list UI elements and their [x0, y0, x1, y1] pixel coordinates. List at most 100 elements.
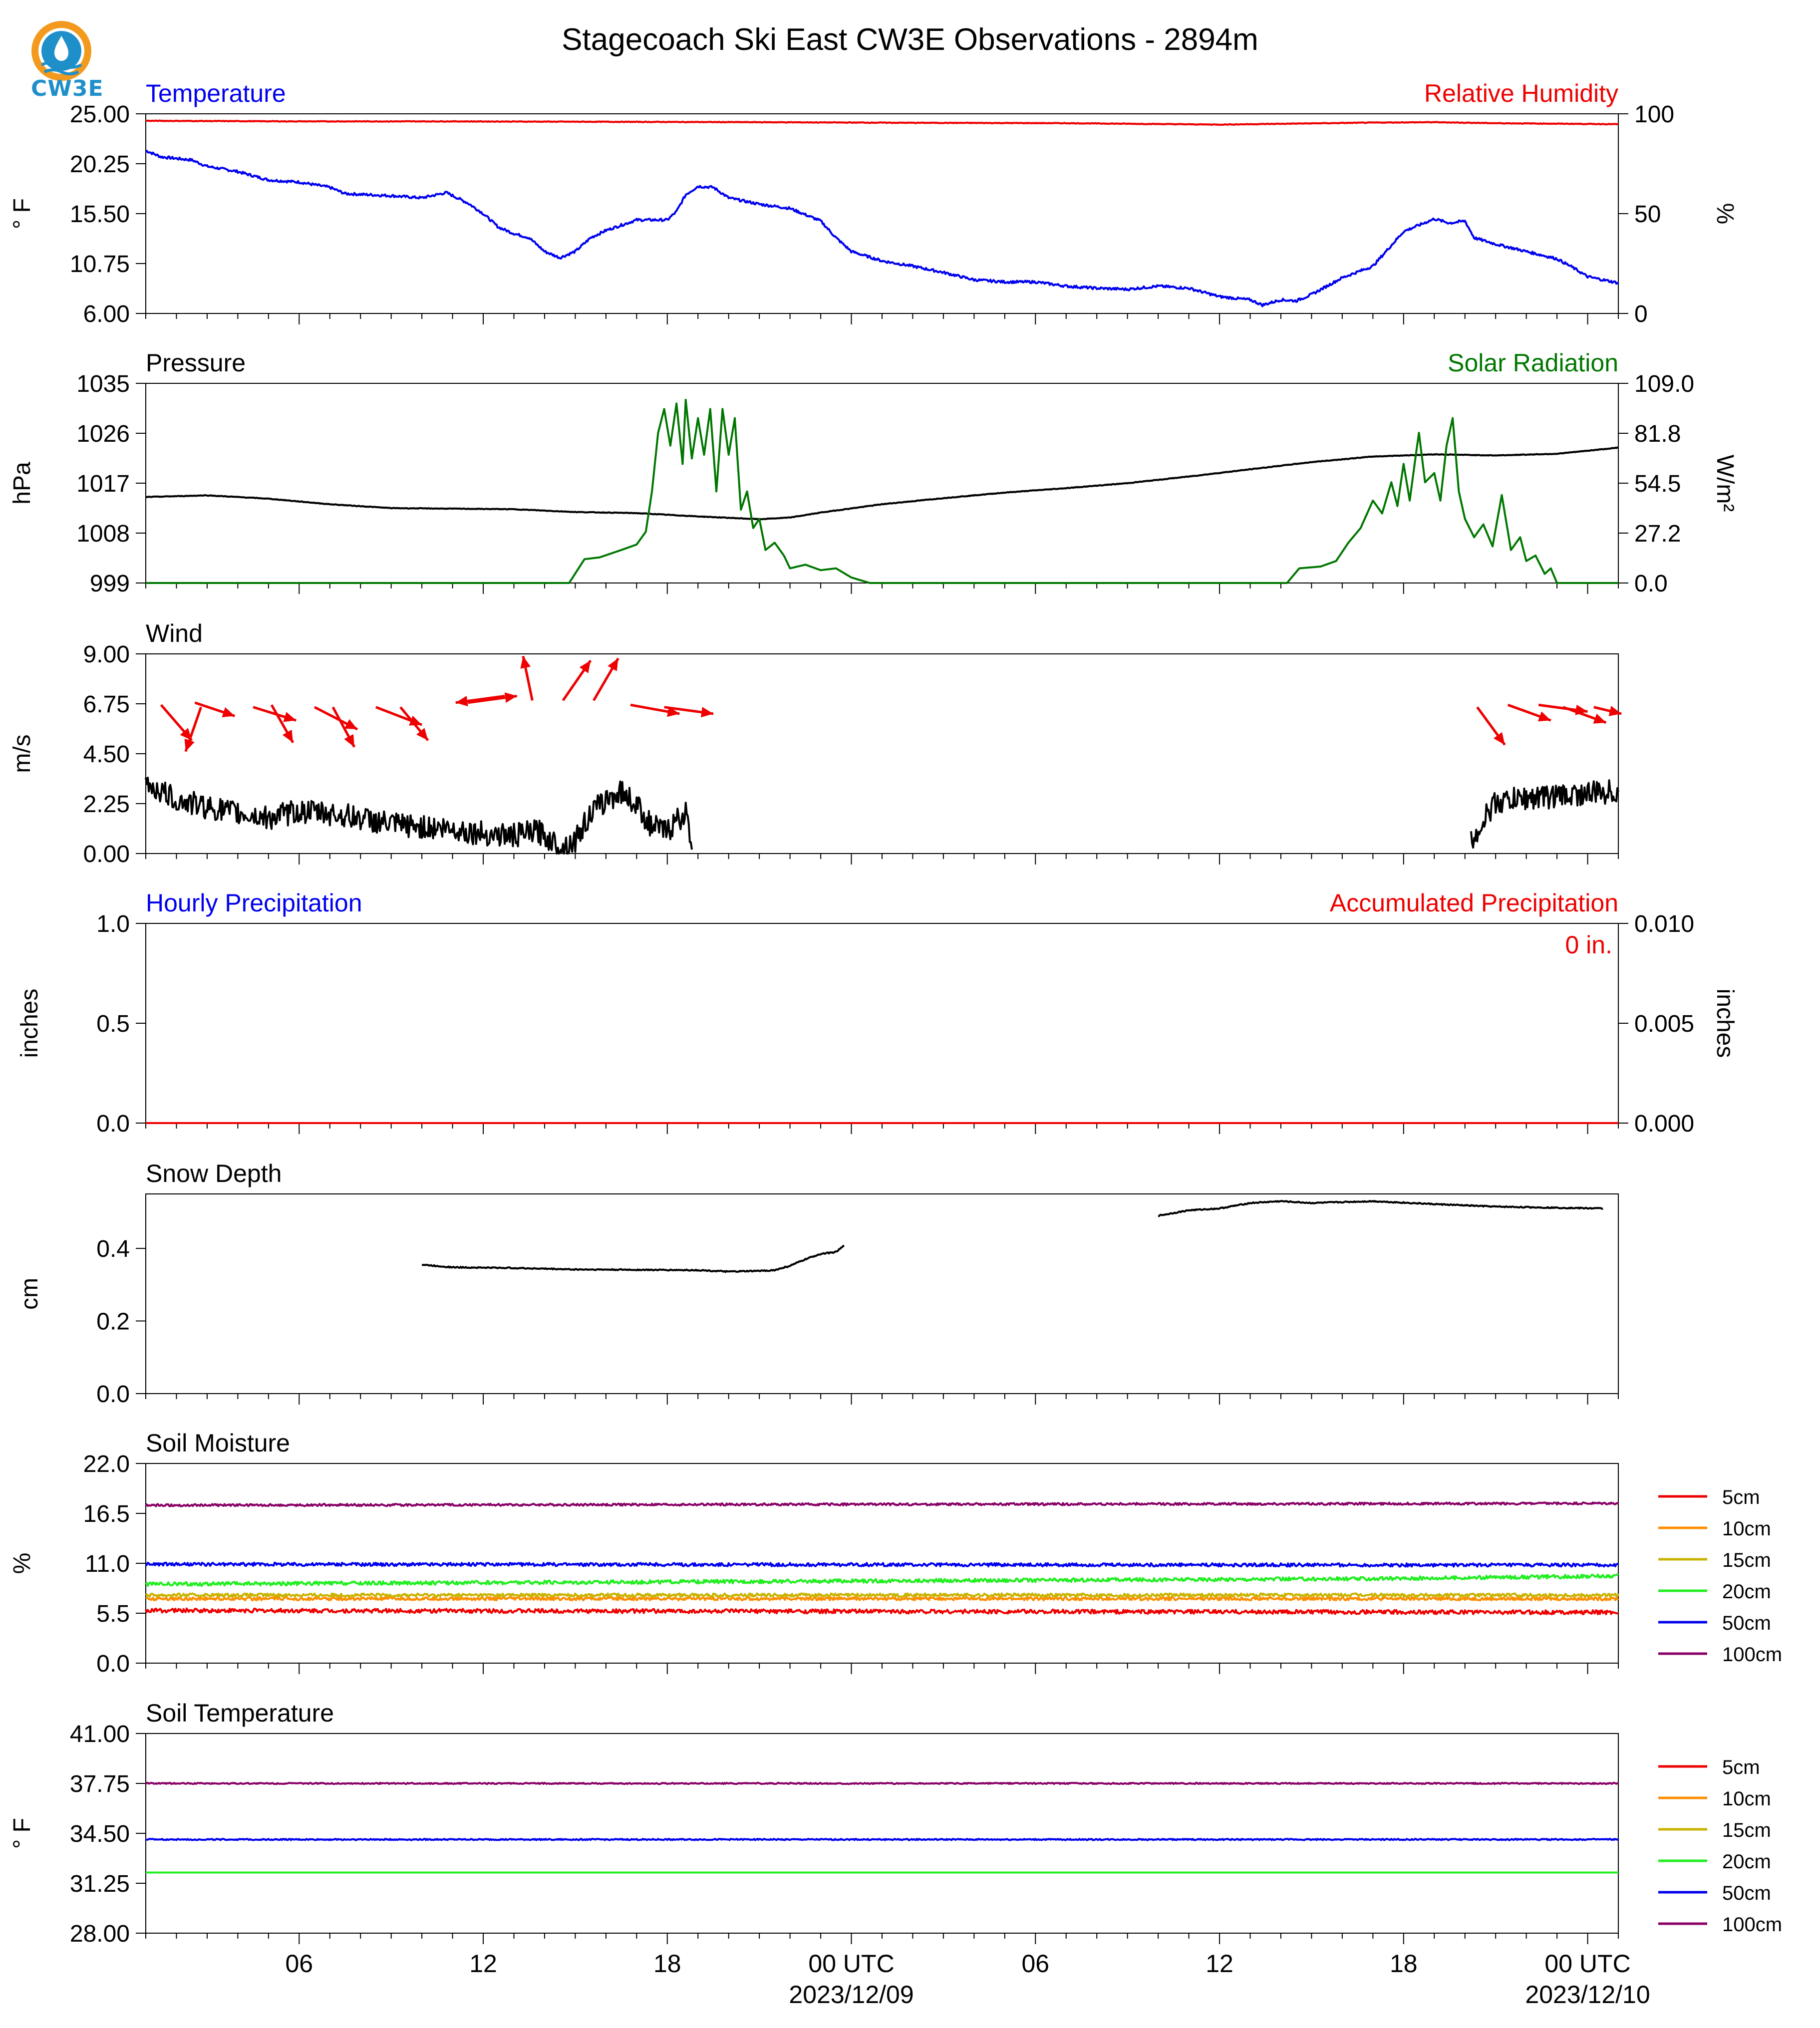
panel-title-left: Soil Temperature	[146, 1699, 334, 1727]
series-line-50cm	[145, 1561, 1619, 1568]
wind-arrow-head	[222, 707, 235, 717]
y-tick-label-right: 81.8	[1634, 421, 1681, 447]
y-tick-label: 0.5	[96, 1011, 130, 1037]
wind-arrow-head	[1608, 706, 1622, 716]
legend-item: 50cm	[1658, 1882, 1771, 1904]
y-tick-label: 0.0	[96, 1111, 130, 1137]
wind-arrow-head	[504, 692, 517, 703]
legend-item: 10cm	[1658, 1788, 1771, 1810]
cw3e-logo	[22, 15, 102, 105]
wind-arrow-head	[1494, 732, 1505, 745]
legend-item: 10cm	[1658, 1518, 1771, 1540]
y-tick-label: 34.50	[70, 1821, 130, 1847]
legend-label: 10cm	[1722, 1518, 1771, 1540]
legend-label: 10cm	[1722, 1788, 1771, 1810]
plot-frame	[145, 1733, 1619, 1934]
y-tick-label: 1035	[76, 371, 130, 397]
y-tick-label-right: 109.0	[1634, 371, 1694, 397]
legend-label: 5cm	[1722, 1486, 1760, 1508]
x-tick-label: 00 UTC	[1544, 1950, 1630, 1978]
legend-item: 5cm	[1658, 1486, 1760, 1508]
panel-title-left: Temperature	[146, 79, 286, 107]
legend-label: 20cm	[1722, 1581, 1771, 1603]
legend-item: 15cm	[1658, 1549, 1771, 1571]
plot-frame	[145, 653, 1619, 854]
panel-pressure: Pressure Solar Radiation 999 1008 1017 1026 10…	[9, 349, 1738, 597]
legend-label: 20cm	[1722, 1851, 1771, 1873]
y-tick-label: 22.0	[83, 1451, 130, 1477]
y-axis-label: m/s	[9, 734, 35, 773]
series-line-15cm	[145, 1592, 1619, 1598]
x-tick-label: 18	[653, 1950, 681, 1978]
x-tick-label: 18	[1390, 1950, 1418, 1978]
wind-arrow-head	[344, 719, 358, 730]
x-tick-label: 06	[1021, 1950, 1049, 1978]
panel-title-right: Relative Humidity	[1424, 79, 1618, 107]
y-tick-label-right: 50	[1634, 201, 1661, 228]
legend-label: 15cm	[1722, 1819, 1771, 1841]
series-line-1	[146, 399, 1618, 584]
y-tick-label: 0.4	[96, 1236, 130, 1262]
legend-item: 50cm	[1658, 1612, 1771, 1634]
y-tick-label: 1008	[76, 521, 130, 547]
chart-title: Stagecoach Ski East CW3E Observations - …	[562, 22, 1258, 57]
series-line-5cm	[145, 1607, 1618, 1615]
accumulated-total-label: 0 in.	[1565, 931, 1612, 959]
y-tick-label: 1026	[76, 421, 130, 447]
series-line-20cm	[145, 1573, 1619, 1587]
legend-item: 100cm	[1658, 1644, 1782, 1666]
y-tick-label-right: 100	[1634, 101, 1674, 128]
y-tick-label: 10.75	[70, 251, 130, 278]
logo-text: CW3E	[31, 76, 104, 101]
y-tick-label: 6.00	[83, 301, 130, 327]
wind-arrow-head	[520, 656, 531, 669]
panel-title-left: Snow Depth	[146, 1159, 282, 1187]
legend-label: 100cm	[1722, 1914, 1782, 1936]
y-tick-label-right: 0	[1634, 301, 1648, 327]
panel-snow: Snow Depth 0.0 0.2 0.4 cm	[16, 1159, 1619, 1408]
series-line-100cm	[145, 1781, 1619, 1785]
y-axis-label: ° F	[9, 198, 35, 229]
panel-soil_moisture: Soil Moisture 0.0 5.5 11.0 16.5 22.0% 5cm 10cm 1…	[9, 1429, 1782, 1677]
y-axis-label-right: W/m²	[1712, 455, 1738, 512]
y-tick-label: 25.00	[70, 101, 130, 128]
legend-label: 50cm	[1722, 1612, 1771, 1634]
y-tick-label: 20.25	[70, 151, 130, 178]
y-tick-label: 31.25	[70, 1871, 130, 1897]
plot-frame	[145, 923, 1619, 1124]
x-tick-label: 06	[285, 1950, 313, 1978]
x-date-label: 2023/12/10	[1525, 1981, 1650, 2009]
series-line-1	[145, 119, 1619, 126]
y-axis-label: cm	[16, 1278, 43, 1310]
legend-item: 15cm	[1658, 1819, 1771, 1841]
y-tick-label-right: 0.010	[1634, 911, 1694, 937]
legend-label: 15cm	[1722, 1549, 1771, 1571]
wind-arrow-head	[1537, 711, 1551, 722]
series-line-0	[145, 777, 693, 855]
panel-title-left: Soil Moisture	[146, 1429, 290, 1457]
panel-title-right: Solar Radiation	[1448, 349, 1618, 377]
wind-arrow-head	[283, 712, 297, 722]
panel-precipitation: Hourly Precipitation Accumulated Precipit…	[16, 889, 1738, 1137]
series-line-0	[145, 446, 1619, 521]
legend-item: 20cm	[1658, 1851, 1771, 1873]
y-tick-label-right: 54.5	[1634, 471, 1681, 497]
panel-title-left: Wind	[146, 619, 203, 647]
y-tick-label-right: 0.005	[1634, 1011, 1694, 1037]
y-axis-label: hPa	[9, 462, 35, 505]
y-tick-label: 4.50	[83, 741, 130, 768]
y-tick-label: 0.2	[96, 1309, 130, 1335]
wind-arrow-head	[416, 728, 428, 741]
series-line-0	[422, 1244, 845, 1273]
y-tick-label: 28.00	[70, 1921, 130, 1947]
y-axis-label-right: %	[1712, 203, 1738, 225]
panel-wind: Wind 0.00 2.25 4.50 6.75 9.00 m/s	[9, 619, 1622, 868]
y-tick-label: 6.75	[83, 691, 130, 718]
y-tick-label: 0.00	[83, 841, 130, 868]
y-tick-label-right: 0.000	[1634, 1111, 1694, 1137]
y-tick-label: 2.25	[83, 791, 130, 818]
series-line-50cm	[145, 1838, 1619, 1841]
legend-item: 5cm	[1658, 1756, 1760, 1778]
legend-label: 50cm	[1722, 1882, 1771, 1904]
